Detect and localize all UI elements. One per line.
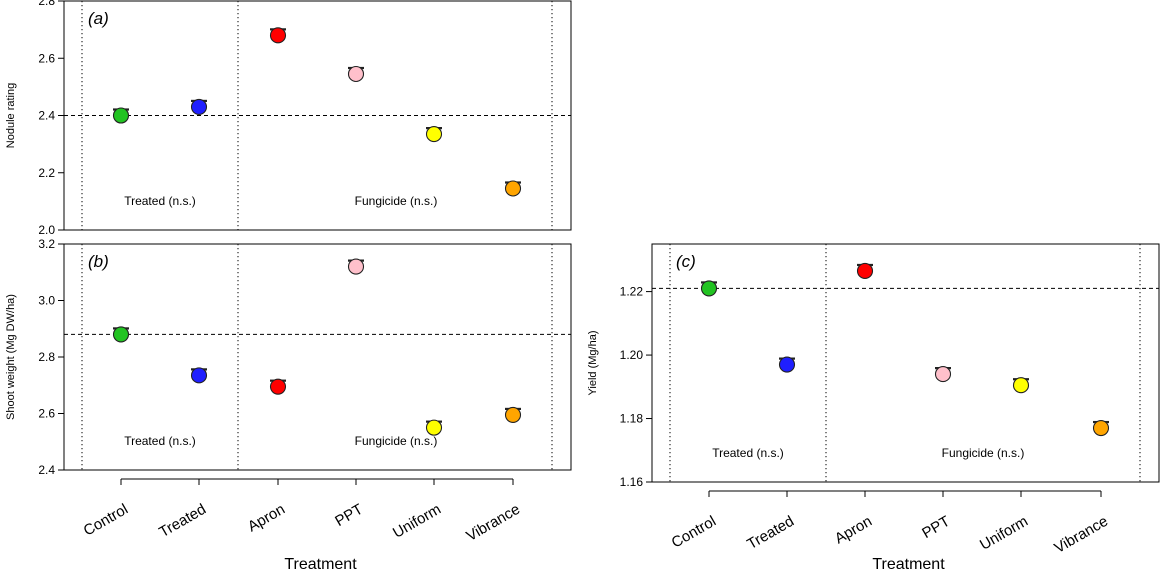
group-label-treated-b: Treated (n.s.) xyxy=(124,434,196,448)
group-label-treated-a: Treated (n.s.) xyxy=(124,194,196,208)
group-label-fungicide-b: Fungicide (n.s.) xyxy=(355,434,438,448)
data-point-c-treated xyxy=(778,356,796,373)
panel-c: 1.16 1.18 1.20 1.22 Yield (Mg/ha) (c) Treated … xyxy=(587,243,1160,572)
group-label-treated-c: Treated (n.s.) xyxy=(712,446,784,460)
x-tick-label-b-apron: Apron xyxy=(245,501,288,536)
data-point-c-apron xyxy=(856,262,874,280)
x-tick-label-c-treated: Treated xyxy=(744,513,797,553)
data-point-c-ppt xyxy=(934,366,952,383)
y-tick-label-a-0: 2.0 xyxy=(38,223,55,237)
x-tick-label-b-ppt: PPT xyxy=(332,501,366,530)
data-point-a-vibrance xyxy=(504,180,522,197)
data-point-c-control xyxy=(700,280,718,297)
y-tick-label-c-3: 1.22 xyxy=(620,285,644,299)
panel-b: 2.4 2.6 2.8 3.0 3.2 Shoot weight (Mg DW/ha) (b… xyxy=(5,237,572,572)
panel-a: 2.0 2.2 2.4 2.6 2.8 Nodule rating (a) Treated (… xyxy=(5,0,572,237)
y-tick-label-c-1: 1.18 xyxy=(620,412,644,426)
data-point-b-apron xyxy=(269,378,287,395)
data-point-a-control xyxy=(112,107,130,124)
x-tick-label-c-uniform: Uniform xyxy=(977,513,1031,554)
data-point-b-treated xyxy=(190,367,208,384)
x-tick-label-c-ppt: PPT xyxy=(919,513,953,542)
data-point-b-vibrance xyxy=(504,406,522,423)
x-tick-label-c-apron: Apron xyxy=(832,513,875,548)
x-axis-title-c: Treatment xyxy=(872,556,945,572)
y-tick-label-a-2: 2.4 xyxy=(38,109,55,123)
group-label-fungicide-c: Fungicide (n.s.) xyxy=(942,446,1025,460)
data-point-a-apron xyxy=(269,27,287,44)
y-tick-label-b-3: 3.0 xyxy=(38,294,55,308)
x-tick-label-b-vibrance: Vibrance xyxy=(463,501,523,545)
y-axis-label-b: Shoot weight (Mg DW/ha) xyxy=(5,294,17,420)
y-tick-label-b-1: 2.6 xyxy=(38,407,55,421)
data-point-a-treated xyxy=(190,98,208,115)
y-tick-label-a-4: 2.8 xyxy=(38,0,55,8)
panel-label-b: (b) xyxy=(88,252,109,271)
y-tick-label-c-0: 1.16 xyxy=(620,475,644,489)
y-tick-label-b-0: 2.4 xyxy=(38,463,55,477)
y-tick-label-c-2: 1.20 xyxy=(620,348,644,362)
x-axis-title-b: Treatment xyxy=(284,556,357,572)
panel-label-a: (a) xyxy=(88,9,109,28)
x-tick-label-b-treated: Treated xyxy=(156,501,209,541)
data-point-c-vibrance xyxy=(1092,420,1110,437)
data-point-b-uniform xyxy=(425,419,443,436)
data-point-b-control xyxy=(112,326,130,343)
y-tick-label-a-1: 2.2 xyxy=(38,166,55,180)
x-tick-label-b-control: Control xyxy=(81,501,131,540)
data-point-b-ppt xyxy=(347,258,365,275)
group-label-fungicide-a: Fungicide (n.s.) xyxy=(355,194,438,208)
x-tick-label-b-uniform: Uniform xyxy=(390,501,444,542)
y-axis-label-a: Nodule rating xyxy=(5,83,17,148)
x-tick-label-c-control: Control xyxy=(669,513,719,552)
plot-frame-c xyxy=(651,243,1160,483)
x-tick-label-c-vibrance: Vibrance xyxy=(1051,513,1111,557)
y-axis-label-c: Yield (Mg/ha) xyxy=(587,330,599,395)
y-tick-label-a-3: 2.6 xyxy=(38,51,55,65)
panel-label-c: (c) xyxy=(676,252,696,271)
data-point-a-uniform xyxy=(425,126,443,143)
y-tick-label-b-4: 3.2 xyxy=(38,237,55,251)
y-tick-label-b-2: 2.8 xyxy=(38,350,55,364)
data-point-c-uniform xyxy=(1012,377,1030,394)
data-point-a-ppt xyxy=(347,65,365,83)
